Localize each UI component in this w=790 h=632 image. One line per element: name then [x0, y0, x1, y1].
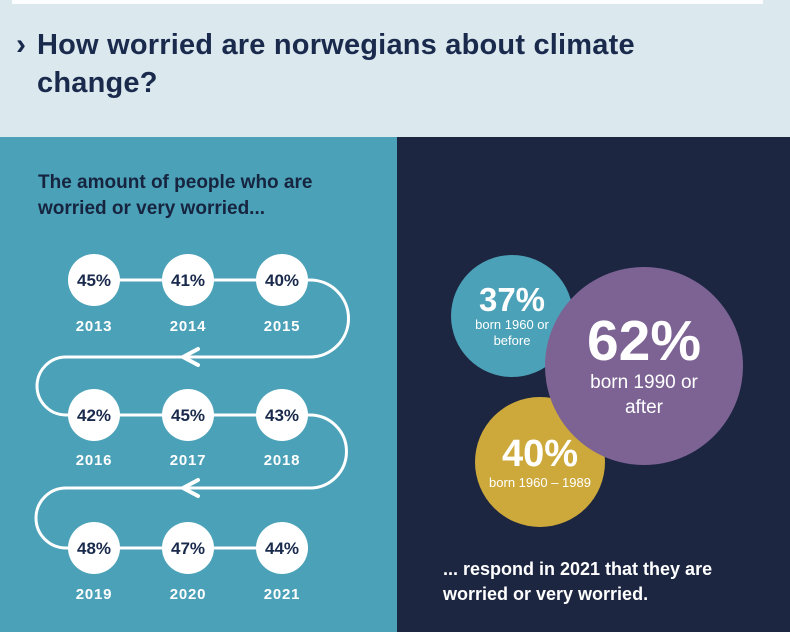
worry-trend-title-line1: The amount of people who are — [38, 172, 313, 193]
trend-node-year: 2018 — [264, 452, 301, 469]
bubble-value: 62% — [586, 309, 702, 373]
trend-node-circle — [256, 522, 308, 574]
trend-node-value: 47% — [171, 539, 205, 558]
trend-node-year: 2016 — [76, 452, 113, 469]
bubble-label-line1: born 1990 or — [590, 372, 698, 393]
trend-node-value: 40% — [265, 271, 299, 290]
trend-node-circle — [256, 254, 308, 306]
trend-node-year: 2013 — [76, 318, 113, 335]
arrow-left-icon — [181, 478, 200, 498]
bubble-value: 40% — [501, 432, 579, 475]
trend-node-value: 45% — [171, 406, 205, 425]
generation-panel: 37% born 1960 or before 40% born 1960 – … — [397, 137, 790, 632]
trend-node-value: 42% — [77, 406, 111, 425]
bubble-label-line1: born 1960 or — [475, 317, 549, 332]
page-title: How worried are norwegians about climate… — [37, 29, 635, 99]
header: › How worried are norwegians about clima… — [0, 0, 790, 137]
trend-connector-path — [34, 278, 350, 550]
bubble-born-1990-or-after: 62% born 1990 or after — [545, 267, 743, 465]
trend-node-year: 2014 — [170, 318, 207, 335]
chevron-right-icon: › — [16, 28, 26, 61]
trend-node-year: 2021 — [264, 586, 301, 603]
bubble-label-line2: before — [493, 333, 531, 348]
worry-trend-panel: The amount of people who are worried or … — [0, 137, 397, 632]
trend-node-value: 41% — [171, 271, 205, 290]
worry-trend-title: The amount of people who are worried or … — [38, 170, 368, 222]
trend-node-year: 2020 — [170, 586, 207, 603]
trend-node-value: 48% — [77, 539, 111, 558]
worry-trend-chart: 45% 41% 40% 42% 45% 43% 48% 47% 44% 2013… — [34, 254, 350, 603]
trend-node-year: 2019 — [76, 586, 113, 603]
trend-node-value: 44% — [265, 539, 299, 558]
bubble-label-line2: after — [624, 397, 664, 418]
trend-node-value: 45% — [77, 271, 111, 290]
trend-node-year: 2015 — [264, 318, 301, 335]
arrow-left-icon — [181, 347, 200, 367]
bubble-label-line1: born 1960 – 1989 — [489, 474, 591, 490]
trend-node-circle — [68, 522, 120, 574]
generation-caption-line2: worried or very worried. — [443, 584, 649, 604]
worry-trend-title-line2: worried or very worried... — [38, 198, 266, 219]
trend-node-circle — [68, 254, 120, 306]
top-edge-strip — [12, 0, 763, 4]
trend-node-value: 43% — [265, 406, 299, 425]
generation-caption-line1: ... respond in 2021 that they are — [443, 559, 713, 579]
trend-node-year: 2017 — [170, 452, 207, 469]
bubble-value: 37% — [478, 281, 546, 318]
trend-node-circle — [68, 389, 120, 441]
trend-node-circle — [256, 389, 308, 441]
trend-node-circle — [162, 389, 214, 441]
generation-caption: ... respond in 2021 that they are worrie… — [443, 557, 773, 607]
trend-node-circle — [162, 254, 214, 306]
trend-node-circle — [162, 522, 214, 574]
